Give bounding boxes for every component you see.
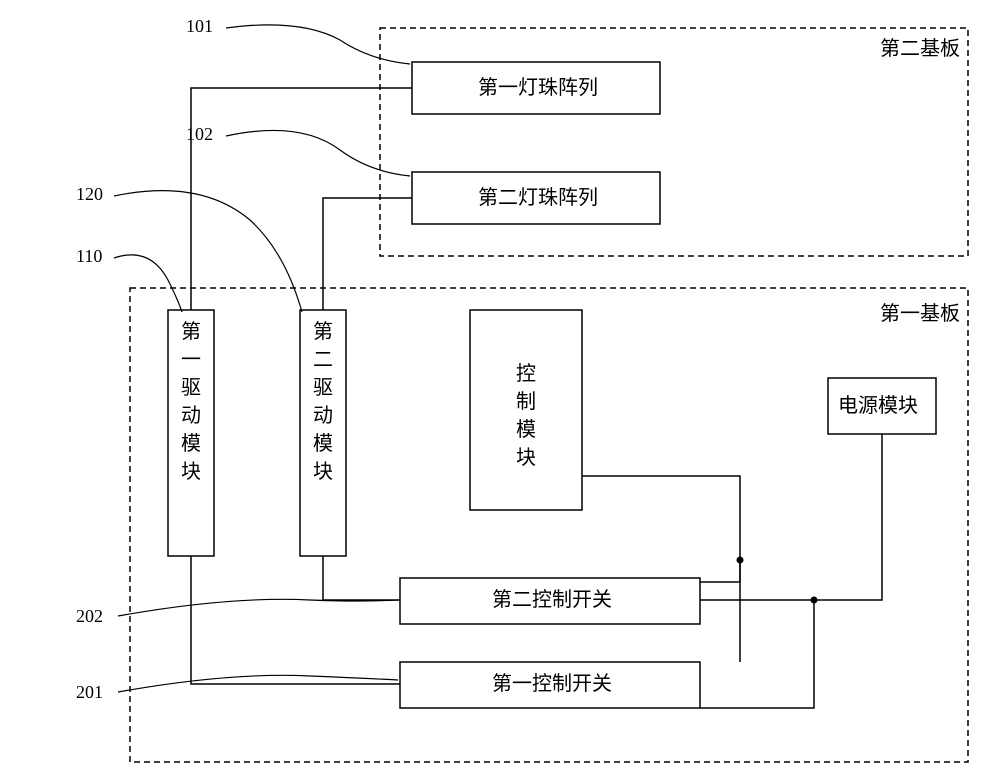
callout-c110: 110 (76, 246, 102, 266)
callout-c120: 120 (76, 184, 103, 204)
box-sw1-label: 第一控制开关 (492, 672, 612, 695)
leader-c110 (114, 255, 182, 312)
panel-bottom-label: 第一基板 (880, 302, 960, 325)
leader-c120 (114, 191, 302, 312)
leader-c101 (226, 25, 410, 64)
leader-c102 (226, 130, 410, 176)
wire-ctrl_to_node1 (582, 476, 740, 560)
node-n2 (811, 597, 818, 604)
panel-top-label: 第二基板 (880, 37, 960, 60)
callout-c101: 101 (186, 16, 213, 36)
wire-drv1_to_arr1 (191, 88, 412, 310)
box-pwr-label: 电源模块 (838, 394, 918, 417)
wire-drv1_to_sw1 (191, 556, 400, 684)
wire-drv2_to_arr2 (323, 198, 412, 310)
callout-c201: 201 (76, 682, 103, 702)
wire-drv2_to_sw2 (323, 556, 400, 600)
box-arr1-label: 第一灯珠阵列 (478, 76, 598, 99)
node-n1 (737, 557, 744, 564)
wire-node2_to_sw1_b (700, 600, 814, 708)
box-drv2-label: 第二驱动模块 (313, 320, 333, 483)
box-ctrl-label: 控制模块 (516, 362, 536, 469)
box-drv1-label: 第一驱动模块 (181, 320, 201, 483)
box-arr2-label: 第二灯珠阵列 (478, 186, 598, 209)
leader-c202 (118, 599, 398, 616)
wire-pwr_to_node2 (814, 434, 882, 600)
box-sw2-label: 第二控制开关 (492, 588, 612, 611)
wire-sw2_to_node1 (700, 560, 740, 582)
callout-c202: 202 (76, 606, 103, 626)
callout-c102: 102 (186, 124, 213, 144)
